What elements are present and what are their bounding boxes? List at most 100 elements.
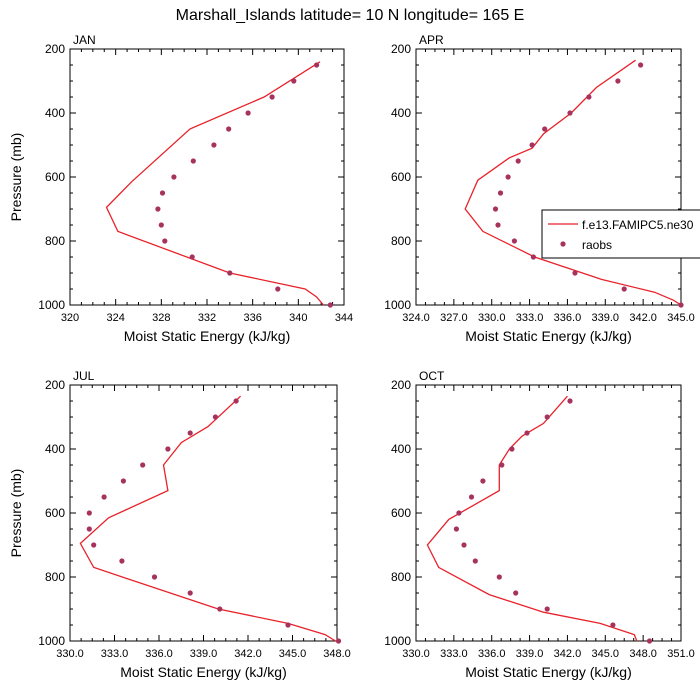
jul-obs-point [86,526,92,532]
oct-obs-point [524,430,530,436]
oct-obs-point [468,494,475,500]
jan-ylabel: Pressure (mb) [8,133,24,222]
apr-obs-point [515,158,521,164]
jul-xtick-label: 348.0 [323,648,351,660]
panel-jul: 330.0 333.0 336.0 339.0 342.0 345.0 348.0 200 40… [8,369,351,680]
oct-obs-point [610,622,616,628]
jan-obs-point [171,174,177,180]
jul-xlabel: Moist Static Energy (kJ/kg) [120,664,287,680]
apr-xlabel: Moist Static Energy (kJ/kg) [465,328,632,344]
jul-obs-point [285,622,291,628]
jul-ytick-label: 200 [45,378,65,392]
jan-obs-point [189,254,195,260]
jul-xtick-label: 342.0 [234,648,262,660]
jan-ytick-label: 400 [45,106,65,120]
oct-obs-point [646,638,653,644]
apr-obs-point [621,286,627,292]
oct-ytick-label: 1000 [384,634,411,648]
jan-obs-point [327,302,333,308]
jul-obs-point [120,478,126,484]
legend: f.e13.FAMIPC5.ne30 raobs [541,209,700,259]
jan-obs-point [211,142,217,148]
jul-obs-point [335,638,342,644]
jan-obs-point [245,110,251,116]
apr-xtick-label: 333.0 [516,312,544,324]
apr-obs-point [505,174,511,180]
apr-obs-point [638,62,644,68]
jul-obs-point [217,606,223,612]
jul-ytick-label: 800 [45,570,65,584]
jul-obs-point [165,446,171,452]
jan-xtick-label: 340 [289,312,307,324]
jan-ytick-label: 1000 [38,298,65,312]
jan-obs-point [159,190,166,196]
oct-plot-frame [415,384,682,642]
oct-obs-point [456,510,462,516]
apr-xtick-label: 336.0 [554,312,582,324]
panel-apr: 324.0 327.0 330.0 333.0 336.0 339.0 342.0 345.0… [384,33,694,344]
oct-panel-title: OCT [419,369,445,383]
oct-obs-point [472,558,478,564]
jan-xtick-label: 324 [106,312,124,324]
jan-plot-frame [69,48,345,306]
legend-model-label: f.e13.FAMIPC5.ne30 [582,218,694,232]
jul-panel-title: JUL [73,369,95,383]
apr-obs-point [529,142,535,148]
jan-ytick-label: 800 [45,234,65,248]
panel-jan: 320 324 328 332 336 340 344 200 400 600 800 1000 JAN… [8,33,353,344]
legend-obs-marker [560,241,566,247]
jul-obs-point [119,558,125,564]
oct-ytick-label: 600 [391,506,411,520]
jan-model-line [105,61,324,306]
oct-obs-point [567,398,573,404]
oct-obs-point [461,542,467,548]
apr-obs-point [497,190,504,196]
jul-ytick-label: 1000 [38,634,65,648]
jul-ytick-label: 600 [45,506,65,520]
oct-ytick-label: 200 [391,378,411,392]
apr-ytick-label: 400 [391,106,411,120]
oct-obs-point [509,446,515,452]
oct-obs-point [480,478,486,484]
oct-xtick-label: 345.0 [592,648,620,660]
jan-obs-point [227,270,233,276]
legend-box [541,209,700,259]
apr-obs-point [586,94,592,100]
jul-xtick-label: 333.0 [101,648,129,660]
jul-xtick-label: 345.0 [279,648,307,660]
jan-obs-point [162,238,168,244]
oct-xtick-label: 348.0 [629,648,657,660]
apr-obs-point [572,270,578,276]
jan-obs-point [269,94,275,100]
apr-ytick-label: 200 [391,42,411,56]
jan-ytick-label: 200 [45,42,65,56]
jul-obs-point [187,430,193,436]
apr-obs-point [615,78,621,84]
oct-ytick-label: 400 [391,442,411,456]
jan-obs-point [155,206,161,212]
jul-xtick-label: 339.0 [190,648,218,660]
apr-ytick-label: 800 [391,234,411,248]
panel-oct: 330.0 333.0 336.0 339.0 342.0 345.0 348.0 351.0… [384,369,694,680]
jul-obs-point [212,414,218,420]
jul-obs-point [187,590,193,596]
apr-xtick-label: 345.0 [667,312,695,324]
oct-obs-point [499,462,505,468]
jan-xtick-label: 336 [243,312,261,324]
jul-obs-point [91,542,97,548]
jul-model-line [79,395,336,642]
jan-xtick-label: 344 [335,312,353,324]
oct-obs-point [513,590,519,596]
apr-model-line [464,59,682,306]
jan-xlabel: Moist Static Energy (kJ/kg) [124,328,291,344]
oct-ytick-label: 800 [391,570,411,584]
jan-obs-point [190,158,196,164]
jul-obs-point [86,510,92,516]
jul-ylabel: Pressure (mb) [8,469,24,558]
apr-ytick-label: 1000 [384,298,411,312]
oct-xtick-label: 330.0 [402,648,430,660]
oct-xtick-label: 336.0 [478,648,506,660]
jan-obs-point [314,62,320,68]
apr-obs-point [492,206,499,212]
